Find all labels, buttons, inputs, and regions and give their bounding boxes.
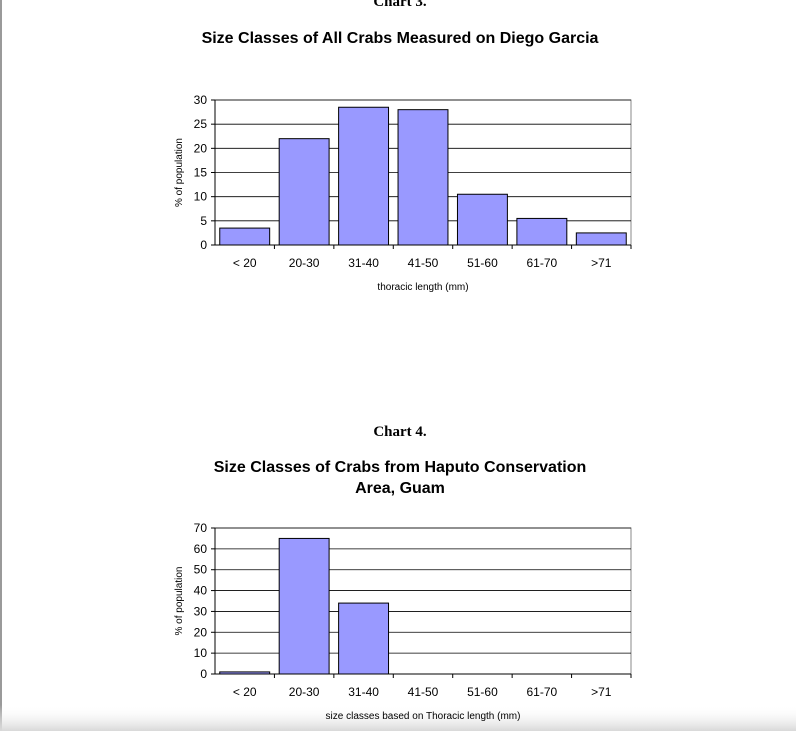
y-tick-label: 20 xyxy=(194,141,208,155)
y-tick-label: 0 xyxy=(200,238,207,252)
bar xyxy=(575,232,627,246)
x-tick-label: < 20 xyxy=(233,685,257,699)
page-shadow xyxy=(0,705,796,731)
bar xyxy=(338,106,390,246)
x-tick-label: 51-60 xyxy=(467,685,498,699)
y-tick-label: 60 xyxy=(194,542,208,556)
plot-area xyxy=(214,527,632,675)
bar xyxy=(219,671,271,675)
chart-title: Size Classes of All Crabs Measured on Di… xyxy=(201,30,599,47)
page-edge xyxy=(0,0,2,731)
x-tick-label: 41-50 xyxy=(408,256,439,270)
bar xyxy=(219,227,271,246)
x-tick-label: >71 xyxy=(591,256,612,270)
x-axis-title: thoracic length (mm) xyxy=(377,282,468,293)
chart-title: Size Classes of Crabs from Haputo Conser… xyxy=(213,459,587,497)
x-tick-label: >71 xyxy=(591,685,612,699)
chart-caption: Chart 4. xyxy=(373,424,427,440)
x-tick-label: 51-60 xyxy=(467,256,498,270)
x-tick-label: 31-40 xyxy=(348,685,379,699)
x-tick-label: 20-30 xyxy=(289,685,320,699)
bar xyxy=(278,537,330,675)
y-tick-label: 30 xyxy=(194,93,208,107)
y-tick-label: 10 xyxy=(194,190,208,204)
x-tick-label: 61-70 xyxy=(527,256,558,270)
y-tick-label: 0 xyxy=(200,667,207,681)
y-tick-label: 25 xyxy=(194,117,208,131)
y-axis-title: % of population xyxy=(174,567,185,636)
y-tick-label: 70 xyxy=(194,521,208,535)
x-tick-label: 20-30 xyxy=(289,256,320,270)
y-tick-label: 5 xyxy=(200,214,207,228)
x-axis-title: size classes based on Thoracic length (m… xyxy=(326,711,521,722)
bar xyxy=(338,602,390,675)
bar xyxy=(278,138,330,246)
y-tick-label: 15 xyxy=(194,166,208,180)
y-tick-label: 50 xyxy=(194,563,208,577)
y-tick-label: 10 xyxy=(194,646,208,660)
x-tick-label: 31-40 xyxy=(348,256,379,270)
bar xyxy=(397,109,449,246)
bar xyxy=(456,193,508,246)
x-tick-label: 41-50 xyxy=(408,685,439,699)
y-axis-title: % of population xyxy=(174,138,185,207)
bar xyxy=(516,217,568,246)
y-tick-label: 40 xyxy=(194,584,208,598)
y-tick-label: 20 xyxy=(194,625,208,639)
x-tick-label: 61-70 xyxy=(527,685,558,699)
chart-caption: Chart 3. xyxy=(373,0,427,10)
x-tick-label: < 20 xyxy=(233,256,257,270)
y-tick-label: 30 xyxy=(194,604,208,618)
